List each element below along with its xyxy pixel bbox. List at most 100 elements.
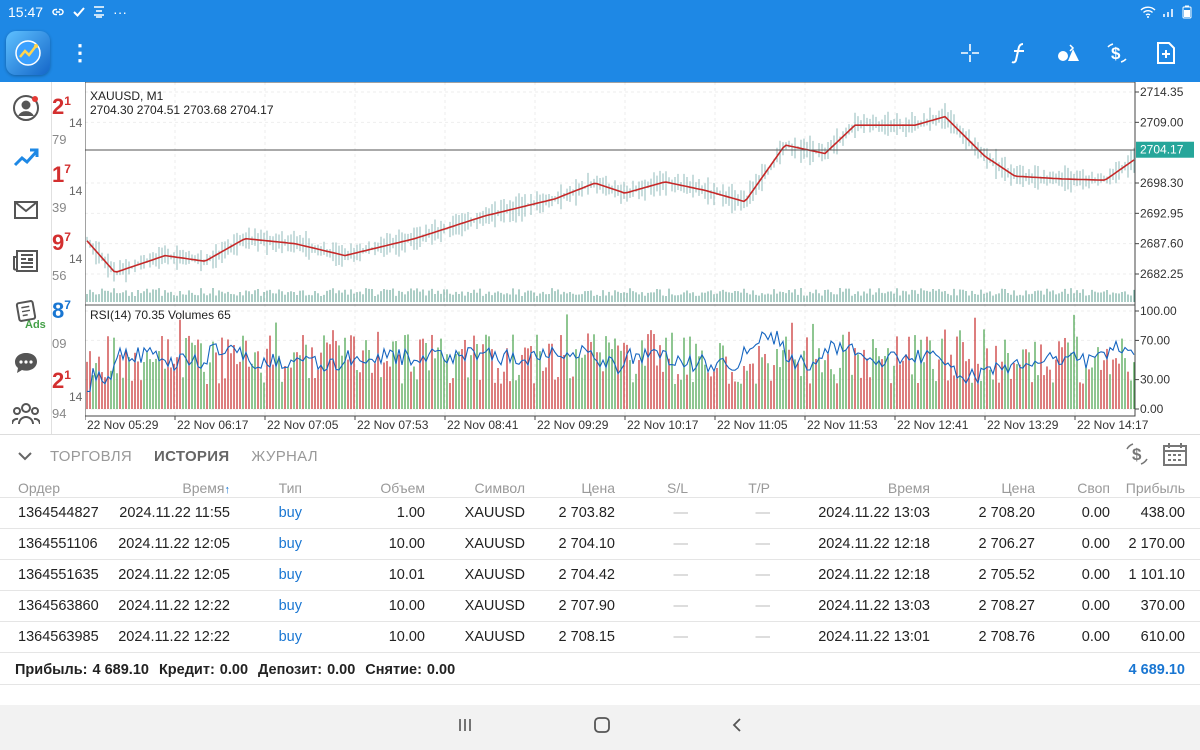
col-open-time[interactable]: Время↑ <box>182 479 230 496</box>
cell-close-time: 2024.11.22 13:03 <box>818 598 930 614</box>
cell-profit: 1 101.10 <box>1128 567 1185 583</box>
col-tp[interactable]: T/P <box>748 479 770 496</box>
cell-order: 1364544827 <box>18 505 99 521</box>
status-bar: 15:47 ··· <box>0 0 1200 24</box>
time-tick-label: 22 Nov 09:29 <box>537 418 609 432</box>
quote-row[interactable]: 17 14 39 <box>52 158 85 218</box>
cell-type: buy <box>278 567 302 583</box>
quote-row[interactable]: 21 14 79 <box>52 90 85 150</box>
table-row[interactable]: 1364551106 2024.11.22 12:05 buy 10.00 XAUUSD… <box>0 529 1200 560</box>
table-row[interactable]: 1364544827 2024.11.22 11:55 buy 1.00 XAUUSD 2… <box>0 498 1200 529</box>
cell-tp: — <box>755 598 771 614</box>
cell-close-time: 2024.11.22 13:01 <box>818 629 930 645</box>
price-tick-label: 2709.00 <box>1140 115 1184 129</box>
col-profit[interactable]: Прибыль <box>1125 479 1185 496</box>
chat-icon[interactable] <box>0 337 52 388</box>
quote-row[interactable]: 97 14 56 <box>52 226 85 286</box>
metatrader-logo-icon[interactable] <box>6 31 50 75</box>
rsi-tick-label: 70.00 <box>1140 333 1170 347</box>
overflow-menu-icon[interactable]: ⋮ <box>69 40 91 65</box>
credit-value: 0.00 <box>219 661 249 678</box>
summary-bar: Прибыль: 4 689.10 Кредит: 0.00 Депозит: … <box>0 655 1200 685</box>
cell-sl: — <box>673 598 689 614</box>
quote-spread: 14 <box>69 184 83 198</box>
quote-big-digits: 21 <box>52 94 71 119</box>
ads-icon[interactable]: Ads <box>0 286 52 337</box>
more-icon: ··· <box>113 4 128 20</box>
calendar-icon[interactable] <box>1162 441 1188 472</box>
chart-canvas[interactable]: 2714.35 2709.00 2704.17 2698.30 2692.95 2687.… <box>84 81 1200 434</box>
rsi-label: RSI(14) 70.35 Volumes 65 <box>90 308 231 322</box>
cell-open-time: 2024.11.22 12:22 <box>118 629 230 645</box>
col-sl[interactable]: S/L <box>666 479 688 496</box>
ocr-icon <box>94 6 105 18</box>
cell-price: 2 707.90 <box>558 598 615 614</box>
quote-sub: 39 <box>52 200 67 215</box>
chevron-down-icon[interactable] <box>0 448 50 466</box>
objects-icon[interactable] <box>1043 33 1092 73</box>
quote-row[interactable]: 21 14 94 <box>52 364 85 424</box>
quotes-strip: 21 14 79 17 14 39 97 14 56 87 09 21 14 94 <box>52 82 85 434</box>
svg-text:$: $ <box>1111 44 1121 63</box>
cell-close-price: 2 708.76 <box>978 629 1035 645</box>
time-tick-label: 22 Nov 08:41 <box>447 418 519 432</box>
home-icon[interactable] <box>593 716 611 739</box>
table-row[interactable]: 1364551635 2024.11.22 12:05 buy 10.01 XAUUSD… <box>0 560 1200 591</box>
cell-type: buy <box>278 598 302 614</box>
time-tick-label: 22 Nov 13:29 <box>987 418 1059 432</box>
system-navbar <box>0 705 1200 750</box>
news-icon[interactable] <box>0 235 52 286</box>
community-icon[interactable] <box>0 388 52 439</box>
tab-history[interactable]: ИСТОРИЯ <box>154 448 230 465</box>
time-tick-label: 22 Nov 10:17 <box>627 418 699 432</box>
cell-swap: 0.00 <box>1081 536 1110 552</box>
cell-swap: 0.00 <box>1081 567 1110 583</box>
col-symbol[interactable]: Символ <box>474 479 525 496</box>
new-order-icon[interactable] <box>1141 33 1190 73</box>
status-time: 15:47 <box>8 4 44 20</box>
quote-sub: 94 <box>52 406 67 421</box>
col-order[interactable]: Ордер <box>18 479 61 496</box>
col-type[interactable]: Тип <box>278 479 302 496</box>
cell-open-time: 2024.11.22 12:22 <box>118 598 230 614</box>
cell-price: 2 704.10 <box>558 536 615 552</box>
cell-price: 2 703.82 <box>558 505 615 521</box>
table-row[interactable]: 1364563860 2024.11.22 12:22 buy 10.00 XAUUSD… <box>0 591 1200 622</box>
back-icon[interactable] <box>731 717 743 738</box>
mail-icon[interactable] <box>0 184 52 235</box>
current-price-tag <box>1136 141 1194 158</box>
time-tick-label: 22 Nov 07:05 <box>267 418 339 432</box>
quote-sub: 79 <box>52 132 67 147</box>
table-header: Ордер Время↑ Тип Объем Символ Цена S/L T… <box>0 478 1200 498</box>
price-chart[interactable]: 2714.35 2709.00 2704.17 2698.30 2692.95 2687.… <box>84 81 1200 434</box>
indicators-icon[interactable] <box>994 33 1043 73</box>
account-icon[interactable] <box>0 82 52 133</box>
tab-journal[interactable]: ЖУРНАЛ <box>251 448 318 465</box>
svg-text:$: $ <box>1132 445 1142 464</box>
filter-deals-icon[interactable]: $ <box>1124 441 1150 472</box>
cell-order: 1364551635 <box>18 567 99 583</box>
cell-type: buy <box>278 536 302 552</box>
cell-order: 1364563860 <box>18 598 99 614</box>
trade-icon[interactable] <box>0 133 52 184</box>
cell-volume: 10.00 <box>388 629 425 645</box>
link-icon <box>52 8 64 16</box>
cell-sl: — <box>673 567 689 583</box>
crosshair-icon[interactable] <box>945 33 994 73</box>
col-price[interactable]: Цена <box>581 479 615 496</box>
cell-sl: — <box>673 536 689 552</box>
cell-swap: 0.00 <box>1081 629 1110 645</box>
col-close-time[interactable]: Время <box>887 479 930 496</box>
table-row[interactable]: 1364563985 2024.11.22 12:22 buy 10.00 XAUUSD… <box>0 622 1200 653</box>
col-swap[interactable]: Своп <box>1077 479 1110 496</box>
tab-trade[interactable]: ТОРГОВЛЯ <box>50 448 133 465</box>
cell-close-time: 2024.11.22 13:03 <box>818 505 930 521</box>
col-volume[interactable]: Объем <box>380 479 425 496</box>
quick-trade-icon[interactable]: $ <box>1092 33 1141 73</box>
quote-big-digits: 97 <box>52 230 71 255</box>
cell-symbol: XAUUSD <box>464 598 525 614</box>
quote-row[interactable]: 87 09 <box>52 294 85 354</box>
rsi-tick-label: 30.00 <box>1140 373 1170 387</box>
recent-apps-icon[interactable] <box>457 717 473 738</box>
col-close-price[interactable]: Цена <box>1001 479 1035 496</box>
